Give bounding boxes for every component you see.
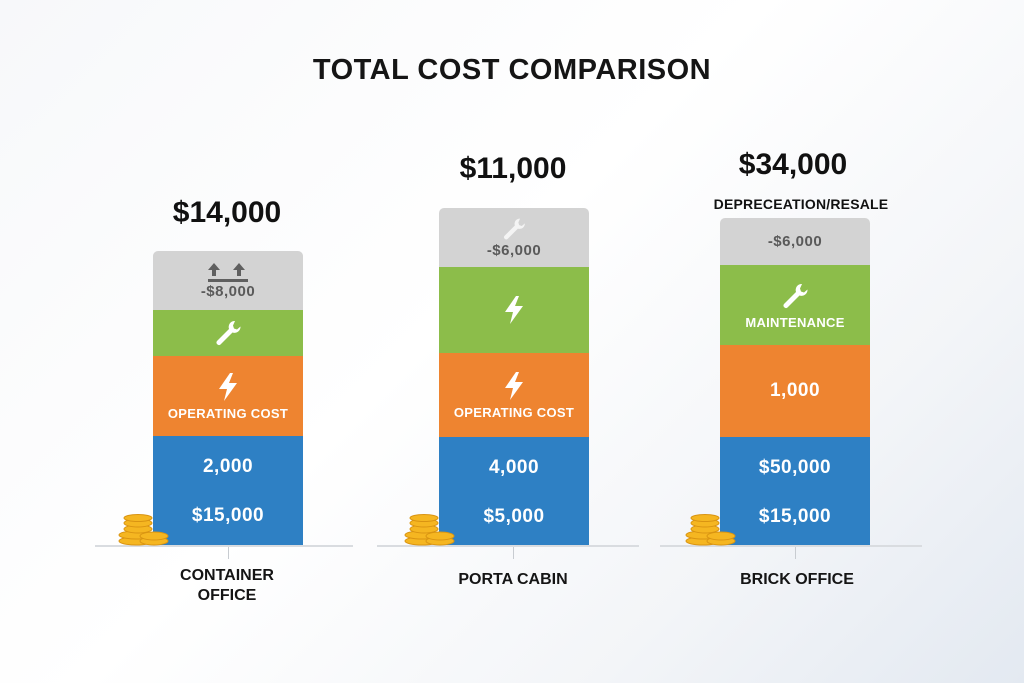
wrench-icon bbox=[216, 320, 241, 345]
bar-total-brick-office: $34,000 bbox=[738, 148, 848, 181]
bar-total-porta-cabin: $11,000 bbox=[459, 152, 567, 185]
category-line: BRICK OFFICE bbox=[740, 571, 854, 588]
segment-base: $50,000 $15,000 bbox=[720, 437, 870, 545]
segment-value-upper: $50,000 bbox=[758, 456, 832, 478]
category-label-porta-cabin: PORTA CABIN bbox=[413, 570, 613, 590]
segment-value-lower: $5,000 bbox=[483, 505, 545, 527]
segment-base: 4,000 $5,000 bbox=[439, 437, 589, 545]
category-label-brick-office: BRICK OFFICE bbox=[697, 570, 897, 590]
segment-value: -$6,000 bbox=[767, 233, 823, 250]
coins-icon bbox=[404, 514, 455, 546]
baseline-2 bbox=[377, 545, 639, 547]
baseline-3 bbox=[660, 545, 922, 547]
segment-value: 1,000 bbox=[769, 380, 821, 401]
segment-maintenance bbox=[439, 267, 589, 353]
bar-total-container-office: $14,000 bbox=[172, 196, 282, 229]
category-label-container-office: CONTAINER OFFICE bbox=[127, 566, 327, 606]
segment-label: OPERATING COST bbox=[453, 404, 575, 420]
segment-base: 2,000 $15,000 bbox=[153, 436, 303, 545]
chart-title: TOTAL COST COMPARISON bbox=[312, 54, 712, 86]
segment-value-upper: 4,000 bbox=[488, 456, 540, 478]
segment-resale: -$6,000 bbox=[439, 208, 589, 267]
segment-value: -$6,000 bbox=[486, 242, 542, 259]
axis-tick bbox=[795, 547, 796, 559]
segment-value-upper: 2,000 bbox=[202, 455, 254, 477]
coins-icon bbox=[685, 514, 736, 546]
category-line: OFFICE bbox=[197, 587, 257, 604]
lightning-icon bbox=[219, 372, 237, 401]
category-line: CONTAINER bbox=[180, 567, 274, 584]
bar-brick-office: -$6,000 MAINTENANCE 1,000 $50,000 $15,00… bbox=[720, 218, 870, 545]
segment-value: -$8,000 bbox=[200, 283, 256, 300]
bar-porta-cabin: -$6,000 OPERATING COST 4,000 $5,000 bbox=[439, 208, 589, 545]
segment-label: OPERATING COST bbox=[167, 405, 289, 421]
axis-tick bbox=[513, 547, 514, 559]
category-line: PORTA CABIN bbox=[458, 571, 568, 588]
depreceation-resale-annotation: DEPRECEATION/RESALE bbox=[713, 196, 889, 212]
lightning-icon bbox=[505, 371, 523, 400]
segment-maintenance: MAINTENANCE bbox=[720, 265, 870, 345]
segment-value-lower: $15,000 bbox=[191, 505, 265, 527]
segment-operating: OPERATING COST bbox=[439, 353, 589, 437]
upload-arrows-icon bbox=[208, 263, 248, 282]
axis-tick bbox=[228, 547, 229, 559]
wrench-icon bbox=[504, 218, 525, 240]
segment-label: MAINTENANCE bbox=[745, 314, 845, 330]
segment-resale: -$8,000 bbox=[153, 251, 303, 310]
wrench-icon bbox=[783, 283, 808, 308]
segment-operating: OPERATING COST bbox=[153, 356, 303, 436]
segment-value-lower: $15,000 bbox=[758, 505, 832, 527]
segment-operating: 1,000 bbox=[720, 345, 870, 437]
bar-container-office: -$8,000 OPERATING COST 2,000 $15,000 bbox=[153, 251, 303, 545]
segment-maintenance bbox=[153, 310, 303, 356]
segment-resale: -$6,000 bbox=[720, 218, 870, 265]
lightning-icon bbox=[505, 296, 523, 324]
coins-icon bbox=[118, 514, 169, 546]
baseline-1 bbox=[95, 545, 353, 547]
